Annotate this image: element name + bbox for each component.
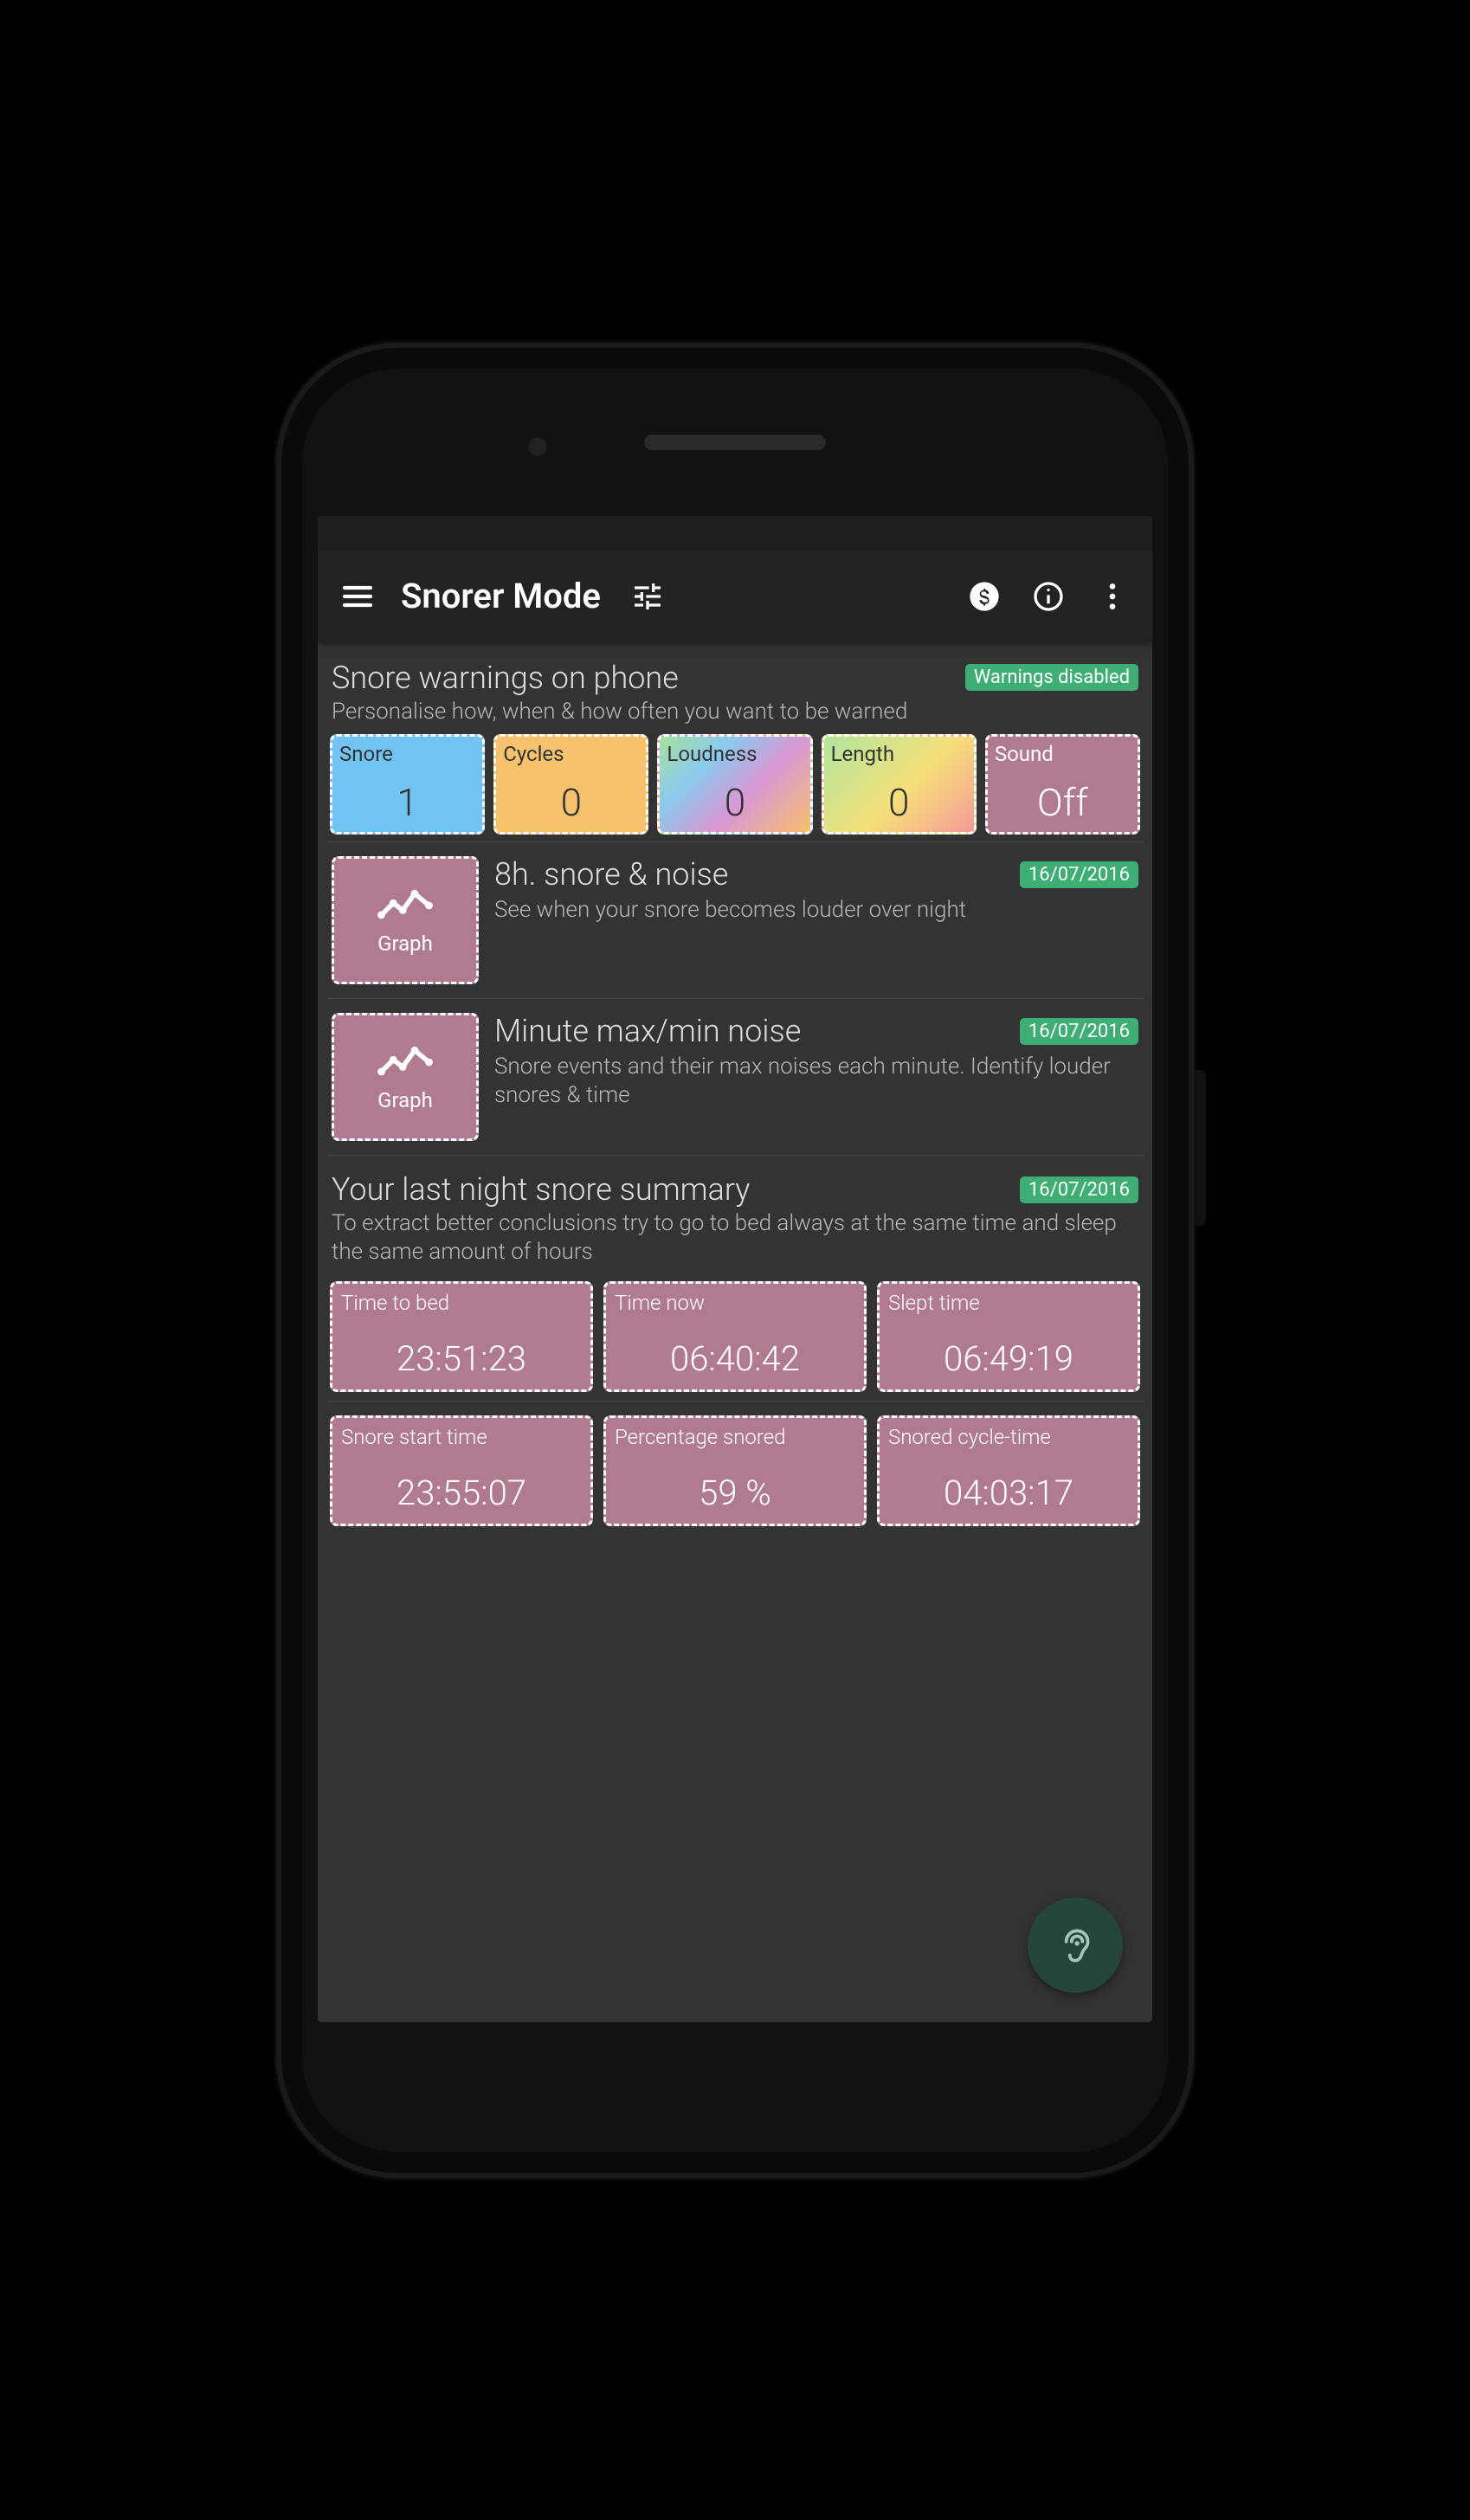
tile-value: 23:51:23 xyxy=(341,1338,582,1379)
graph-row-8h[interactable]: Graph 8h. snore & noise 16/07/2016 See w… xyxy=(326,842,1144,999)
chart-line-icon xyxy=(377,1041,434,1083)
app-title: Snorer Mode xyxy=(401,576,601,616)
earpiece-speaker xyxy=(644,435,826,450)
tile-label: Percentage snored xyxy=(615,1425,855,1449)
ear-icon xyxy=(1054,1924,1097,1967)
graph-tile-label: Graph xyxy=(377,1088,433,1112)
graph-tile[interactable]: Graph xyxy=(332,1013,479,1141)
graph-tile[interactable]: Graph xyxy=(332,856,479,984)
summary-grid-1: Time to bed 23:51:23 Time now 06:40:42 S… xyxy=(326,1274,1144,1401)
listen-fab[interactable] xyxy=(1028,1898,1123,1993)
warnings-title: Snore warnings on phone xyxy=(332,660,679,696)
graph-desc: Snore events and their max noises each m… xyxy=(494,1053,1138,1109)
metric-value: 0 xyxy=(831,780,967,825)
tile-snore-start-time[interactable]: Snore start time 23:55:07 xyxy=(330,1415,593,1526)
tile-time-now[interactable]: Time now 06:40:42 xyxy=(603,1281,867,1392)
info-icon[interactable] xyxy=(1028,576,1069,617)
phone-frame: Snorer Mode Snore warnings on phone xyxy=(276,343,1194,2178)
metric-value: 0 xyxy=(503,780,639,825)
tile-label: Snored cycle-time xyxy=(888,1425,1129,1449)
content-area: Snore warnings on phone Warnings disable… xyxy=(318,642,1152,2022)
tile-label: Time now xyxy=(615,1291,855,1315)
metric-label: Cycles xyxy=(503,742,639,766)
metric-value: Off xyxy=(995,780,1131,825)
overflow-icon[interactable] xyxy=(1092,576,1133,617)
tile-value: 23:55:07 xyxy=(341,1473,582,1513)
metric-label: Length xyxy=(831,742,967,766)
screen: Snorer Mode Snore warnings on phone xyxy=(318,516,1152,2022)
tile-value: 06:40:42 xyxy=(615,1338,855,1379)
metric-label: Snore xyxy=(339,742,475,766)
metric-value: 0 xyxy=(667,780,803,825)
tile-value: 04:03:17 xyxy=(888,1473,1129,1513)
graph-body: Minute max/min noise 16/07/2016 Snore ev… xyxy=(494,1013,1138,1109)
summary-title: Your last night snore summary xyxy=(332,1171,750,1208)
phone-top-bezel xyxy=(302,369,1168,516)
status-bar xyxy=(318,516,1152,551)
tile-value: 59 % xyxy=(615,1473,855,1513)
tile-label: Slept time xyxy=(888,1291,1129,1315)
summary-grid-2: Snore start time 23:55:07 Percentage sno… xyxy=(326,1401,1144,1535)
metric-value: 1 xyxy=(339,780,475,825)
metric-snore[interactable]: Snore 1 xyxy=(330,734,485,835)
graph-row-minute[interactable]: Graph Minute max/min noise 16/07/2016 Sn… xyxy=(326,999,1144,1156)
front-camera xyxy=(527,436,548,457)
metric-sound[interactable]: Sound Off xyxy=(985,734,1140,835)
graph-desc: See when your snore becomes louder over … xyxy=(494,896,1138,925)
tile-label: Snore start time xyxy=(341,1425,582,1449)
tile-label: Time to bed xyxy=(341,1291,582,1315)
monetization-icon[interactable] xyxy=(964,576,1005,617)
warnings-header: Snore warnings on phone Warnings disable… xyxy=(326,653,1144,696)
phone-bottom-bezel xyxy=(302,2022,1168,2152)
graph-tile-label: Graph xyxy=(377,931,433,956)
menu-icon[interactable] xyxy=(337,576,378,617)
metric-label: Loudness xyxy=(667,742,803,766)
tile-percentage-snored[interactable]: Percentage snored 59 % xyxy=(603,1415,867,1526)
warnings-metrics-row: Snore 1 Cycles 0 Loudness 0 Length 0 xyxy=(326,734,1144,842)
summary-header: Your last night snore summary 16/07/2016 xyxy=(326,1164,1144,1208)
warnings-subtitle: Personalise how, when & how often you wa… xyxy=(326,696,1144,735)
chart-line-icon xyxy=(377,885,434,926)
tile-slept-time[interactable]: Slept time 06:49:19 xyxy=(877,1281,1140,1392)
warnings-disabled-badge[interactable]: Warnings disabled xyxy=(965,664,1138,691)
graph-title: 8h. snore & noise xyxy=(494,856,728,893)
tile-time-to-bed[interactable]: Time to bed 23:51:23 xyxy=(330,1281,593,1392)
tune-icon[interactable] xyxy=(627,576,668,617)
graph-title: Minute max/min noise xyxy=(494,1013,801,1049)
summary-subtitle: To extract better conclusions try to go … xyxy=(326,1208,1144,1274)
phone-power-button xyxy=(1194,1070,1206,1226)
metric-loudness[interactable]: Loudness 0 xyxy=(657,734,812,835)
summary-date-badge: 16/07/2016 xyxy=(1020,1176,1138,1203)
tile-value: 06:49:19 xyxy=(888,1338,1129,1379)
app-bar: Snorer Mode xyxy=(318,551,1152,642)
graph-body: 8h. snore & noise 16/07/2016 See when yo… xyxy=(494,856,1138,925)
graph-date-badge: 16/07/2016 xyxy=(1020,1018,1138,1045)
metric-label: Sound xyxy=(995,742,1131,766)
graph-date-badge: 16/07/2016 xyxy=(1020,861,1138,888)
metric-cycles[interactable]: Cycles 0 xyxy=(493,734,648,835)
phone-body: Snorer Mode Snore warnings on phone xyxy=(302,369,1168,2152)
metric-length[interactable]: Length 0 xyxy=(822,734,977,835)
tile-snored-cycle-time[interactable]: Snored cycle-time 04:03:17 xyxy=(877,1415,1140,1526)
